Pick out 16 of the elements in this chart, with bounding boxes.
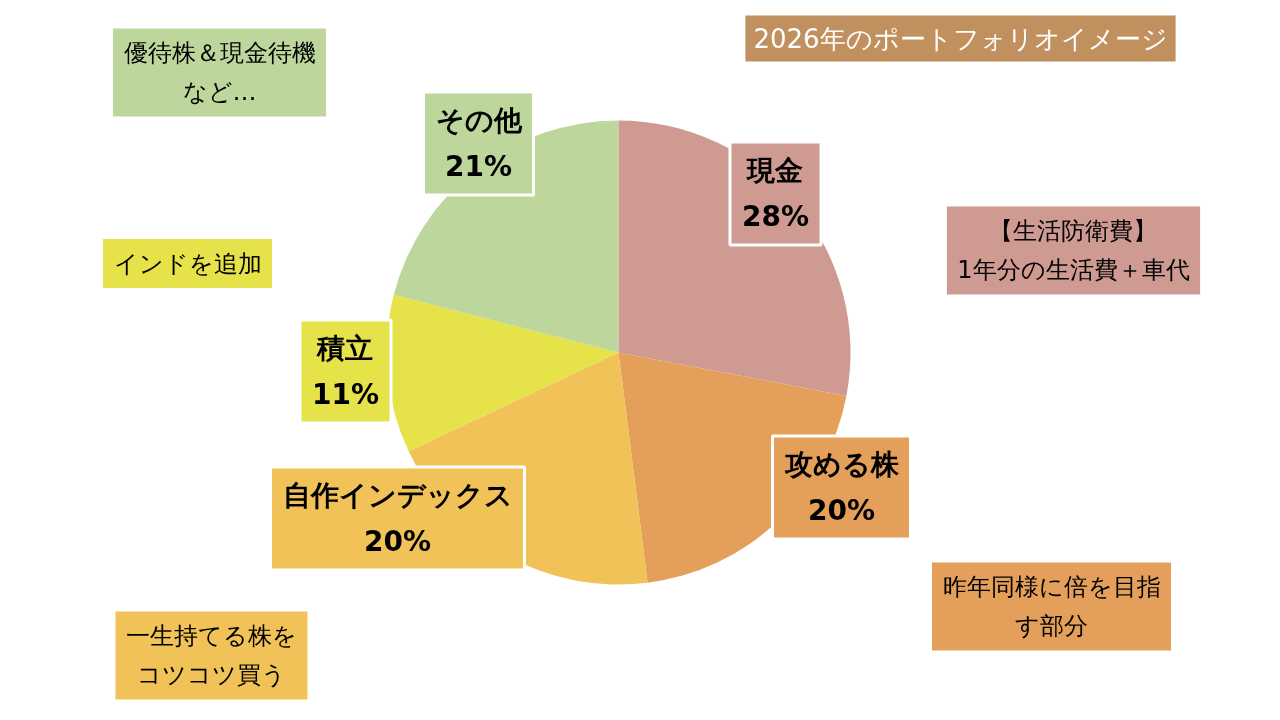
text: 一生持てる株をコツコツ買う	[126, 621, 297, 690]
text: インドを追加	[113, 249, 262, 278]
text: 優待株＆現金待機など…	[123, 38, 316, 107]
data-label: 20%	[807, 494, 876, 528]
data-label: 21%	[444, 150, 513, 184]
slice-label: その他	[435, 103, 523, 137]
slice-label: 積立	[316, 331, 374, 365]
slice-label: 攻める株	[783, 447, 900, 481]
data-label: 11%	[311, 378, 380, 412]
slice-label: 自作インデックス	[282, 478, 513, 512]
text: 【生活防衛費】 1年分の生活費＋車代	[957, 216, 1190, 285]
slice-label: 現金	[746, 153, 804, 187]
data-label: 28%	[741, 200, 810, 234]
data-label: 20%	[363, 525, 432, 559]
text: 2026年のポートフォリオイメージ	[753, 23, 1168, 54]
text: 昨年同様に倍を目指す部分	[942, 572, 1161, 641]
